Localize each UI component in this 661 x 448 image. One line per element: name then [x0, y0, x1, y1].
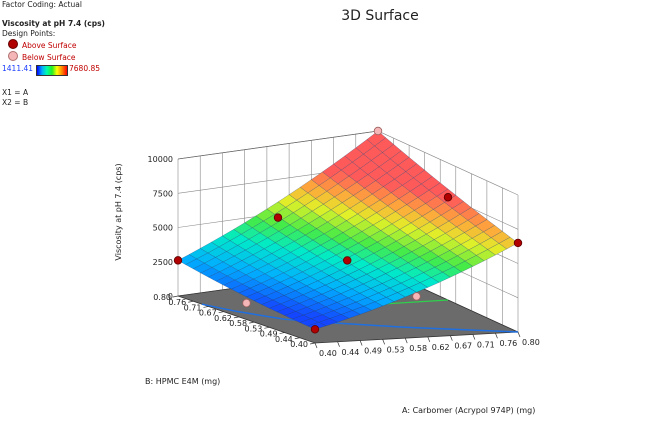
- x-tick-label: 0.53: [387, 345, 405, 354]
- response-title: Viscosity at pH 7.4 (cps): [2, 19, 105, 28]
- x-tick-label: 0.67: [454, 342, 472, 351]
- design-points-label: Design Points:: [2, 29, 56, 38]
- design-point-above: [513, 238, 523, 248]
- x-tick-mark: [472, 334, 476, 340]
- design-points: [173, 126, 523, 334]
- y-tick-mark: [203, 306, 209, 308]
- z-tick-label: 2500: [153, 258, 173, 267]
- design-point-below: [412, 292, 421, 301]
- y-tick-mark: [249, 321, 255, 324]
- above-surface-label: Above Surface: [22, 41, 77, 50]
- x-axis-label: A: Carbomer (Acrypol 974P) (mg): [402, 406, 535, 415]
- y-tick-mark: [188, 300, 194, 303]
- z-tick-label: 5000: [153, 224, 173, 233]
- y-tick-mark: [294, 337, 300, 340]
- y-tick-label: 0.58: [229, 319, 247, 328]
- x-tick-label: 0.76: [499, 339, 517, 348]
- z-tick-label: 10000: [148, 155, 173, 164]
- design-point-above: [173, 256, 183, 265]
- y-tick-label: 0.80: [153, 293, 171, 302]
- x-tick-mark: [314, 342, 318, 349]
- x-tick-mark: [450, 335, 453, 341]
- x1-mapping: X1 = A: [2, 88, 29, 97]
- below-surface-marker: [8, 51, 18, 61]
- x-tick-mark: [382, 339, 385, 345]
- design-point-above: [310, 325, 320, 334]
- y-tick-mark: [309, 342, 316, 345]
- y-tick-label: 0.71: [184, 303, 202, 312]
- y-tick-mark: [218, 311, 224, 314]
- colorbar-gradient: [36, 65, 68, 76]
- y-axis-label: B: HPMC E4M (mg): [145, 377, 220, 386]
- factor-coding-label: Factor Coding: Actual: [2, 0, 82, 9]
- x-tick-mark: [359, 340, 363, 346]
- top-edge: [177, 130, 379, 160]
- colorbar-max-label: 7680.85: [69, 64, 101, 73]
- y-tick-label: 0.44: [275, 335, 293, 344]
- y-tick-mark: [172, 295, 179, 298]
- x-tick-mark: [337, 341, 340, 347]
- y-tick-label: 0.40: [290, 340, 308, 349]
- above-surface-marker: [8, 39, 18, 49]
- y-tick-label: 0.53: [245, 324, 263, 333]
- z-axis-label: Viscosity at pH 7.4 (cps): [114, 163, 123, 260]
- x-tick-label: 0.44: [342, 348, 360, 357]
- x-tick-mark: [495, 333, 498, 339]
- y-tick-mark: [279, 332, 285, 334]
- y-tick-label: 0.67: [199, 309, 217, 318]
- x-tick-label: 0.40: [319, 349, 337, 358]
- response-surface: [177, 130, 519, 330]
- x-tick-mark: [404, 337, 408, 344]
- y-tick-label: 0.49: [260, 330, 278, 339]
- y-tick-mark: [264, 326, 270, 329]
- legend-panel: Factor Coding: Actual Viscosity at pH 7.…: [2, 0, 142, 108]
- colorbar: 1411.41 7680.85: [2, 64, 142, 76]
- y-tick-label: 0.76: [168, 298, 186, 307]
- design-point-above: [443, 193, 453, 202]
- x-tick-label: 0.58: [409, 344, 427, 353]
- x-tick-mark: [427, 336, 431, 343]
- x-tick-label: 0.71: [477, 340, 495, 349]
- design-point-above: [343, 256, 352, 265]
- z-tick-label: 7500: [153, 189, 173, 198]
- legend-below-entry: Below Surface: [2, 51, 142, 63]
- colorbar-min-label: 1411.41: [2, 64, 34, 73]
- y-tick-mark: [233, 316, 239, 319]
- legend-above-entry: Above Surface: [2, 39, 142, 51]
- chart-title: 3D Surface: [341, 8, 419, 24]
- x-tick-mark: [517, 331, 521, 338]
- design-point-below: [373, 126, 383, 136]
- design-point-above: [273, 213, 283, 222]
- x2-mapping: X2 = B: [2, 98, 29, 107]
- y-tick-label: 0.62: [214, 314, 232, 323]
- x-tick-label: 0.62: [432, 343, 450, 352]
- x-tick-label: 0.49: [364, 347, 382, 356]
- design-point-below: [242, 298, 251, 308]
- z-tick-label: 0: [168, 292, 173, 301]
- below-surface-label: Below Surface: [22, 53, 76, 62]
- x-tick-label: 0.80: [522, 338, 540, 347]
